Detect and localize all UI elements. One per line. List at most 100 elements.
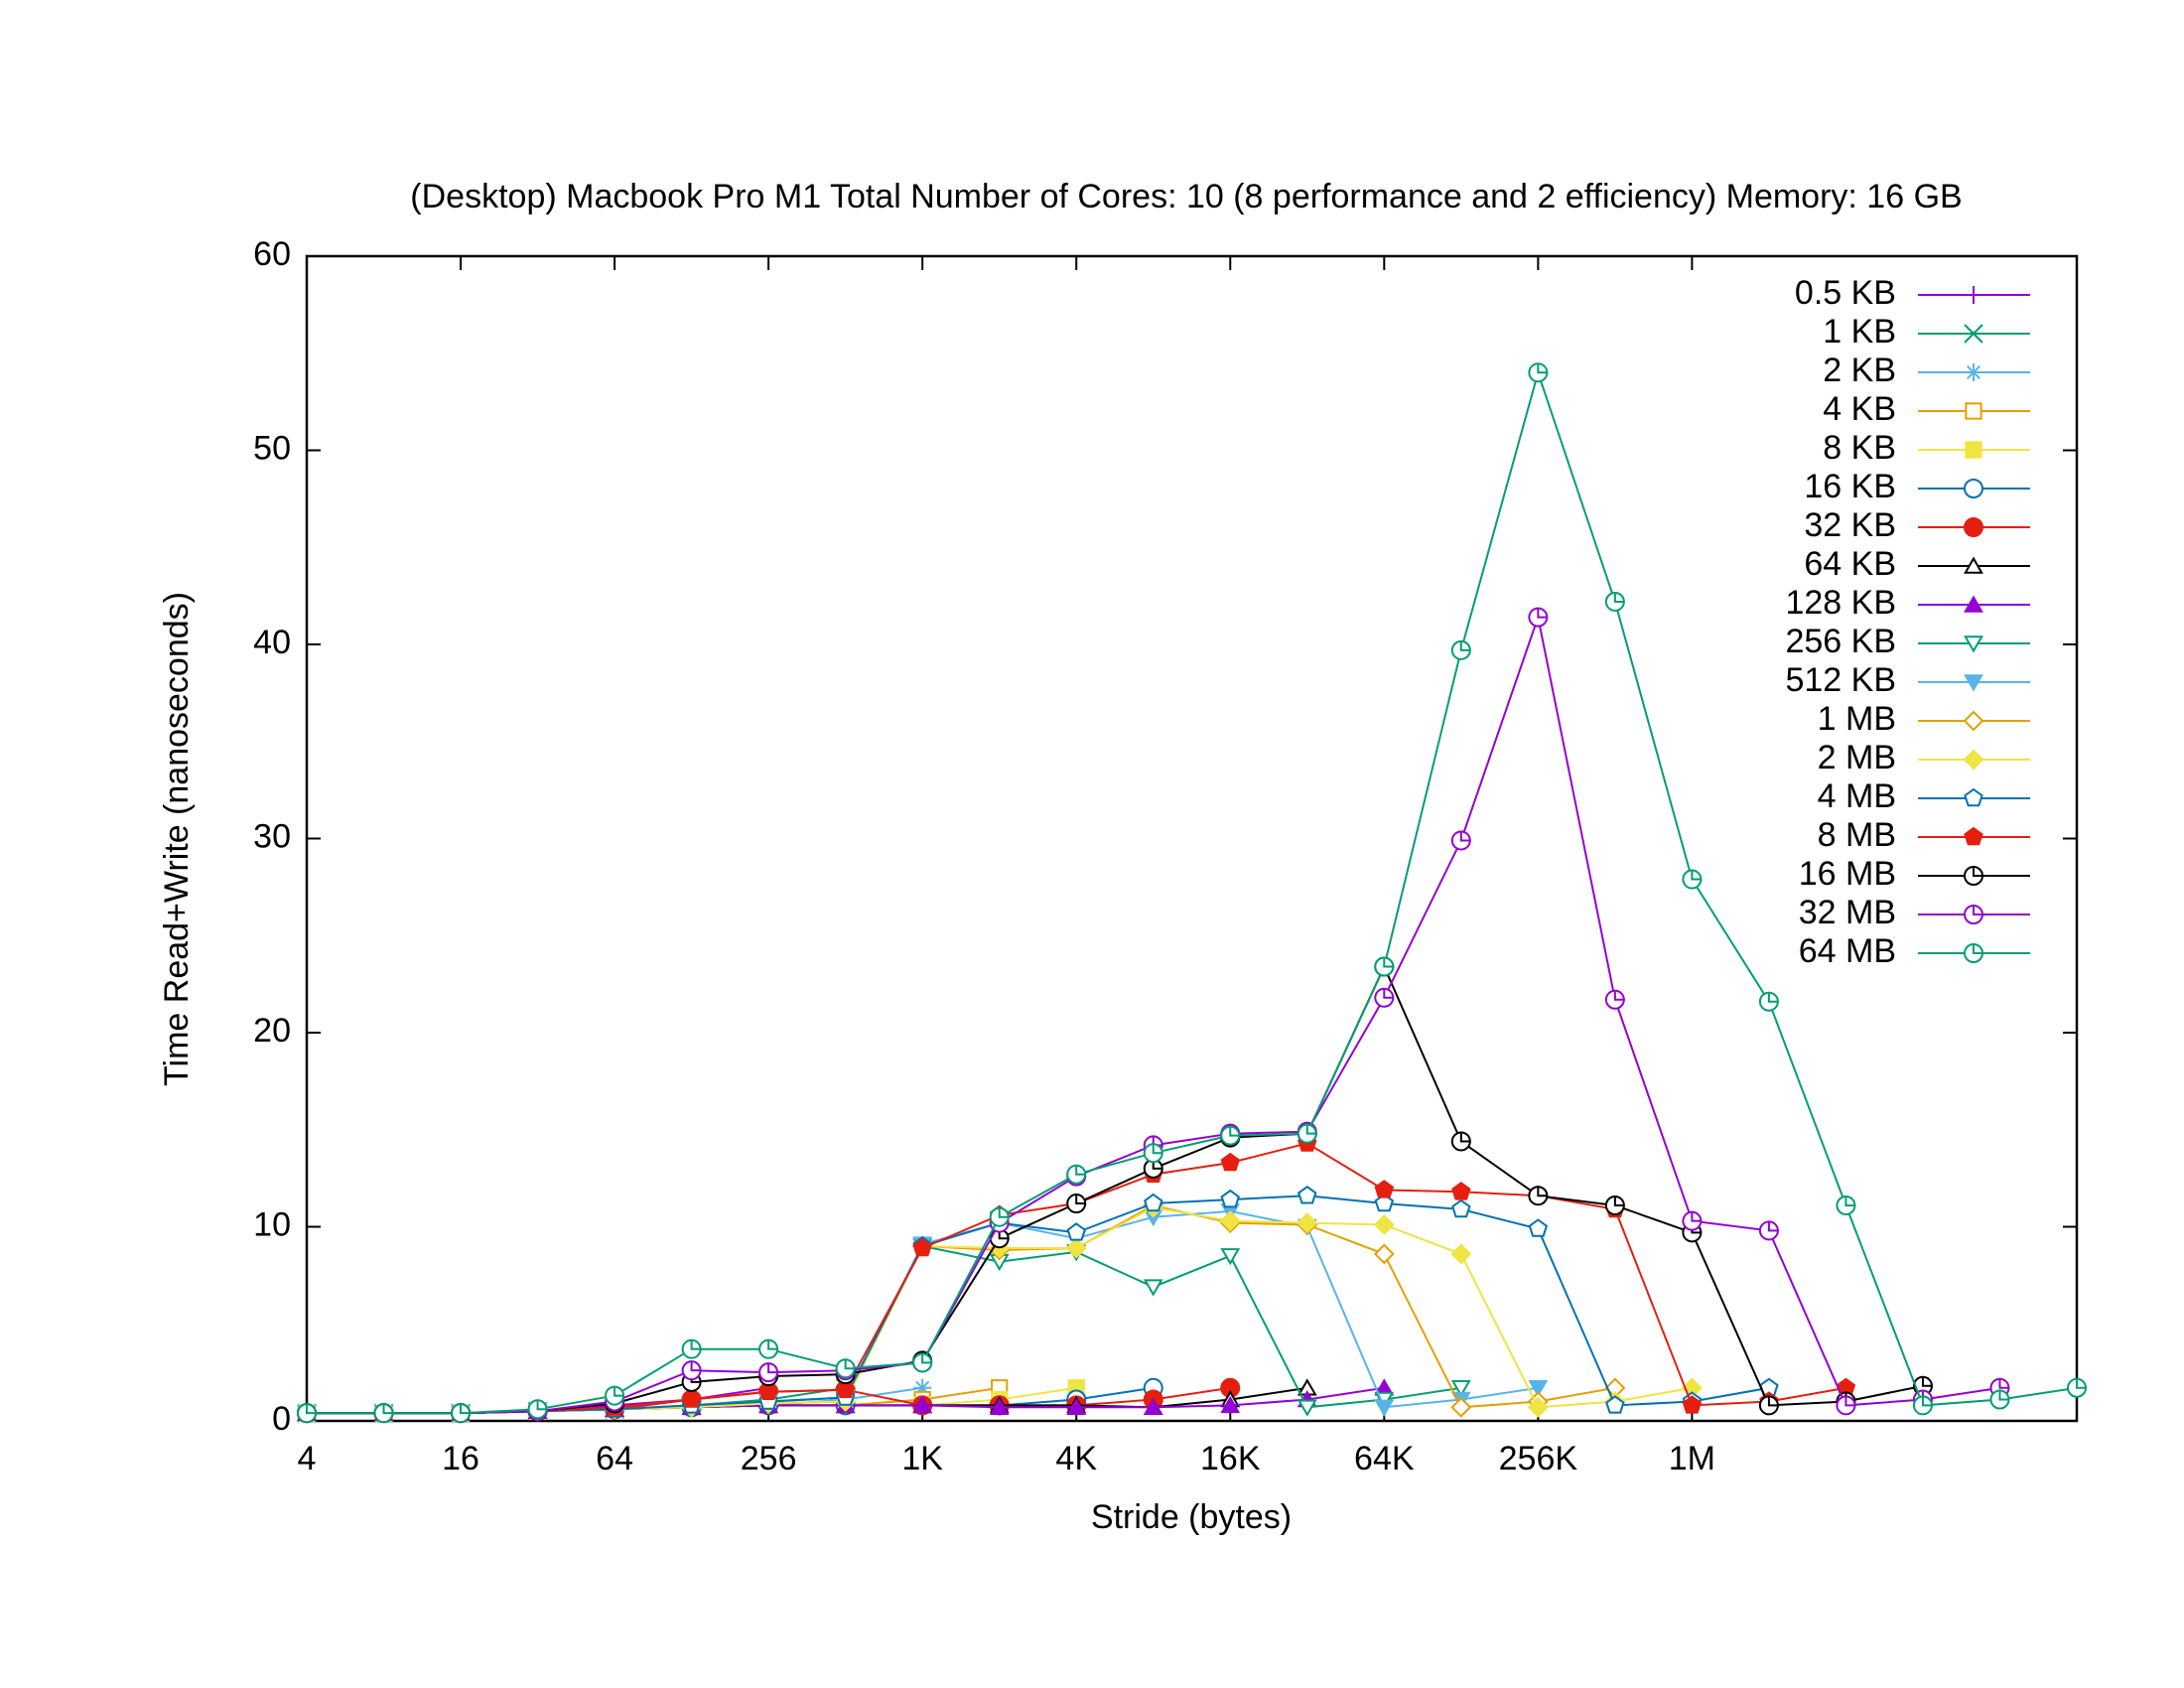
point (1373, 1243, 1395, 1265)
legend-marker (1964, 787, 1983, 807)
legend-marker (1964, 674, 1983, 692)
point (1912, 1395, 1933, 1416)
point (1605, 1395, 1625, 1414)
point (1450, 639, 1471, 660)
x-tick-label: 16 (442, 1440, 479, 1477)
point (1528, 1186, 1549, 1206)
legend-marker (1963, 749, 1984, 771)
x-tick-label: 16K (1200, 1440, 1261, 1477)
point (912, 1352, 933, 1373)
legend-marker (1965, 363, 1982, 381)
legend-marker (1964, 826, 1983, 846)
point (1604, 591, 1625, 612)
series-line (307, 1386, 1154, 1415)
point (1682, 1210, 1703, 1231)
y-tick-label: 10 (253, 1205, 291, 1243)
point (1066, 1397, 1087, 1415)
legend-marker (1965, 286, 1982, 304)
point (681, 1338, 702, 1359)
point (989, 1206, 1010, 1227)
legend-label: 64 KB (1804, 545, 1896, 583)
legend-label: 512 KB (1785, 661, 1896, 699)
series-line (307, 1244, 1461, 1415)
x-tick-label: 1K (901, 1440, 943, 1477)
legend-marker (1963, 865, 1984, 886)
legend-label: 2 KB (1823, 352, 1896, 389)
point (1220, 1248, 1241, 1266)
legend-marker (1964, 517, 1983, 537)
legend-marker (1964, 556, 1983, 574)
point (912, 1237, 932, 1257)
point (1604, 989, 1625, 1010)
legend-marker (1965, 402, 1982, 420)
legend-label: 16 MB (1799, 855, 1896, 893)
legend-label: 0.5 KB (1795, 274, 1896, 312)
point (1374, 1193, 1395, 1212)
point (605, 1385, 625, 1406)
x-tick-label: 64 (596, 1440, 633, 1477)
legend-label: 256 KB (1785, 623, 1896, 660)
point (1144, 1193, 1163, 1212)
point (1450, 1396, 1472, 1418)
point (1297, 1212, 1318, 1234)
point (1528, 1380, 1549, 1398)
point (1604, 1195, 1625, 1215)
legend-label: 128 KB (1785, 584, 1896, 622)
series-line (307, 1195, 1770, 1415)
x-tick-label: 1M (1669, 1440, 1715, 1477)
point (1451, 1198, 1471, 1218)
point (1758, 991, 1779, 1012)
y-axis-label: Time Read+Write (nanoseconds) (158, 592, 196, 1086)
series-line (307, 368, 2078, 1415)
point (1451, 1182, 1471, 1200)
legend-label: 64 MB (1799, 932, 1896, 970)
legend-marker (1964, 324, 1983, 344)
point (1450, 1380, 1471, 1398)
legend-marker (1964, 635, 1983, 653)
legend-marker (1963, 710, 1984, 732)
legend-label: 16 KB (1804, 468, 1896, 505)
plot-frame (305, 254, 2079, 1423)
legend-label: 2 MB (1818, 739, 1896, 776)
y-tick-label: 20 (253, 1012, 291, 1050)
y-tick-label: 60 (253, 235, 291, 273)
point (1682, 869, 1703, 890)
point (1143, 1279, 1163, 1297)
point (1220, 1152, 1240, 1172)
legend-label: 4 MB (1818, 777, 1896, 815)
legend-label: 4 KB (1823, 390, 1896, 428)
legend-marker (1964, 479, 1983, 498)
point (451, 1403, 472, 1424)
legend-label: 32 KB (1804, 506, 1896, 544)
point (1758, 1395, 1779, 1416)
point (1143, 1143, 1163, 1164)
x-tick-label: 256K (1499, 1440, 1578, 1477)
point (1220, 1189, 1240, 1208)
point (758, 1362, 779, 1383)
point (1374, 1180, 1395, 1198)
point (373, 1403, 394, 1424)
point (1527, 1396, 1549, 1418)
chart-title: (Desktop) Macbook Pro M1 Total Number of… (410, 178, 1962, 215)
legend-marker (1963, 904, 1984, 924)
x-axis-label: Stride (bytes) (1091, 1498, 1292, 1536)
legend-label: 1 MB (1818, 700, 1896, 738)
point (1450, 830, 1471, 851)
point (681, 1360, 702, 1381)
x-tick-label: 4 (298, 1440, 317, 1477)
point (1450, 1243, 1472, 1265)
point (1450, 1131, 1471, 1152)
legend-label: 1 KB (1823, 313, 1896, 351)
point (758, 1338, 779, 1359)
point (913, 1378, 932, 1397)
point (1528, 1218, 1549, 1237)
point (1220, 1395, 1241, 1414)
point (1374, 1399, 1395, 1417)
point (1758, 1220, 1779, 1241)
point (1528, 607, 1549, 628)
y-tick-label: 50 (253, 429, 291, 467)
y-tick-label: 30 (253, 817, 291, 855)
point (1373, 1214, 1395, 1235)
point (1066, 1222, 1086, 1241)
